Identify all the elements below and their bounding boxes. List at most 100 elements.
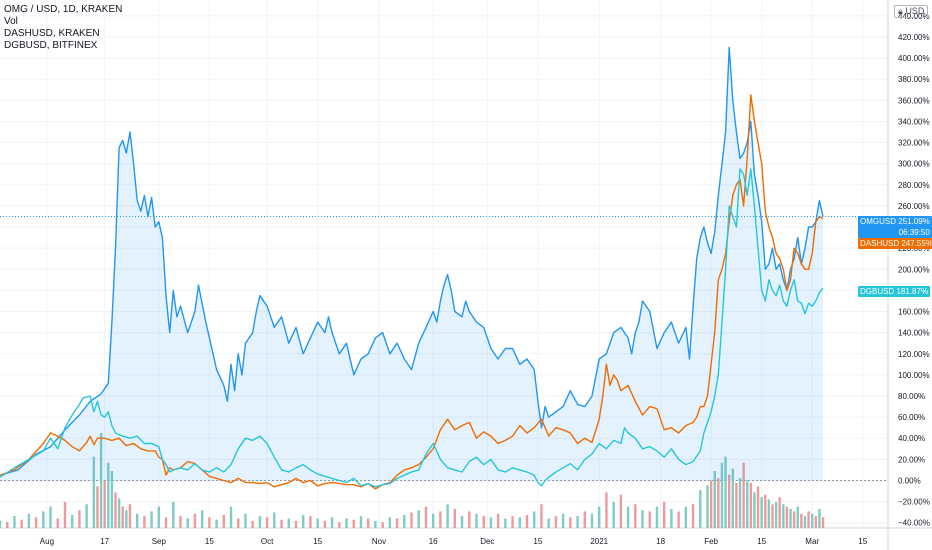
y-tick-label: 60.00%	[898, 413, 925, 422]
volume-bar	[200, 510, 204, 528]
series-line-omgusd	[0, 46, 824, 476]
volume-bar	[753, 492, 756, 528]
volume-bar	[496, 513, 500, 528]
volume-bar	[287, 518, 290, 528]
volume-bar	[446, 504, 449, 528]
volume-bar	[511, 516, 514, 528]
volume-bar	[792, 511, 796, 528]
volume-bar	[237, 518, 240, 528]
volume-bar	[583, 511, 586, 528]
x-tick-label: Aug	[40, 537, 54, 546]
volume-bar	[265, 517, 269, 528]
volume-bar	[388, 517, 392, 528]
volume-bar	[215, 519, 218, 528]
volume-bar	[157, 506, 161, 528]
volume-bar	[244, 513, 247, 528]
volume-bar	[63, 501, 67, 528]
volume-bar	[330, 517, 334, 528]
y-tick-label: 0.00%	[898, 476, 921, 485]
volume-bar	[323, 520, 327, 528]
y-tick-label: 20.00%	[898, 455, 925, 464]
y-tick-label: 400.00%	[898, 54, 930, 63]
volume-bar	[121, 506, 124, 528]
volume-bar	[789, 509, 792, 528]
volume-bar	[677, 511, 680, 528]
volume-bar	[56, 518, 59, 528]
currency-label: USD	[905, 6, 925, 16]
x-tick-label: Oct	[261, 537, 274, 546]
volume-bar	[727, 474, 731, 528]
dashusd-tag-name: DASHUSD	[860, 239, 900, 248]
volume-bar	[0, 520, 2, 528]
volume-bar	[78, 510, 81, 528]
volume-bar	[125, 510, 128, 528]
volume-bar	[186, 518, 189, 528]
volume-bar	[576, 516, 579, 528]
volume-bar	[359, 516, 363, 528]
volume-bar	[381, 522, 384, 528]
volume-bar	[27, 513, 31, 528]
dashusd-price-tag: DASHUSD 247.55%	[858, 238, 932, 249]
volume-bar	[691, 504, 695, 528]
volume-bar	[709, 480, 713, 528]
volume-bar	[778, 497, 781, 528]
legend-dashusd[interactable]: DASHUSD, KRAKEN	[4, 28, 100, 39]
lock-icon: 🔒︎	[898, 6, 903, 16]
volume-bar	[273, 512, 276, 528]
volume-bar	[85, 504, 88, 528]
legend-main-symbol[interactable]: OMG / USD, 1D, KRAKEN	[4, 4, 123, 15]
volume-bar	[117, 498, 121, 528]
volume-bar	[648, 511, 651, 528]
x-tick-label: 15	[533, 537, 542, 546]
volume-bar	[735, 482, 738, 528]
volume-bar	[717, 478, 720, 528]
y-tick-label: 440.00%	[898, 12, 930, 21]
volume-bar	[403, 514, 406, 528]
volume-bar	[229, 506, 233, 528]
volume-bar	[13, 516, 16, 528]
volume-bar	[796, 506, 799, 528]
volume-bar	[540, 504, 543, 528]
volume-bar	[114, 492, 117, 528]
volume-bar	[453, 509, 457, 528]
volume-bar	[731, 468, 734, 528]
volume-bar	[807, 511, 810, 528]
currency-button[interactable]: 🔒︎ USD	[894, 5, 929, 18]
volume-bar	[150, 511, 153, 528]
volume-bar	[417, 510, 420, 528]
volume-bar	[554, 516, 558, 528]
volume-bar	[641, 510, 644, 528]
volume-bar	[746, 480, 749, 528]
volume-bar	[366, 518, 370, 528]
volume-bar	[6, 522, 9, 528]
volume-bar	[814, 516, 818, 528]
series-line-dashusd	[0, 94, 824, 490]
series-line-dgbusd	[0, 168, 824, 488]
chart-legend: OMG / USD, 1D, KRAKEN Vol DASHUSD, KRAKE…	[4, 4, 122, 52]
y-tick-label: 300.00%	[898, 160, 930, 169]
volume-bar	[135, 513, 139, 528]
x-tick-label: 15	[757, 537, 766, 546]
y-tick-label: 100.00%	[898, 371, 930, 380]
legend-dgbusd[interactable]: DGBUSD, BITFINEX	[4, 40, 98, 51]
volume-bar	[92, 456, 96, 528]
volume-bar	[482, 516, 485, 528]
volume-bar	[410, 512, 413, 528]
volume-bar	[302, 514, 305, 528]
volume-bar	[316, 518, 319, 528]
legend-volume[interactable]: Vol	[4, 16, 18, 27]
volume-bar	[760, 497, 763, 528]
volume-bar	[655, 506, 659, 528]
x-tick-label: Feb	[704, 537, 718, 546]
volume-bar	[518, 517, 522, 528]
x-tick-label: 16	[429, 537, 438, 546]
volume-bar	[670, 509, 673, 528]
volume-bar	[547, 518, 550, 528]
dgbusd-tag-name: DGBUSD	[860, 287, 895, 296]
volume-bar	[800, 513, 803, 528]
volume-bar	[107, 462, 110, 528]
volume-bar	[818, 509, 821, 528]
volume-bar	[684, 506, 688, 528]
dashusd-tag-value: 247.55%	[901, 239, 932, 248]
